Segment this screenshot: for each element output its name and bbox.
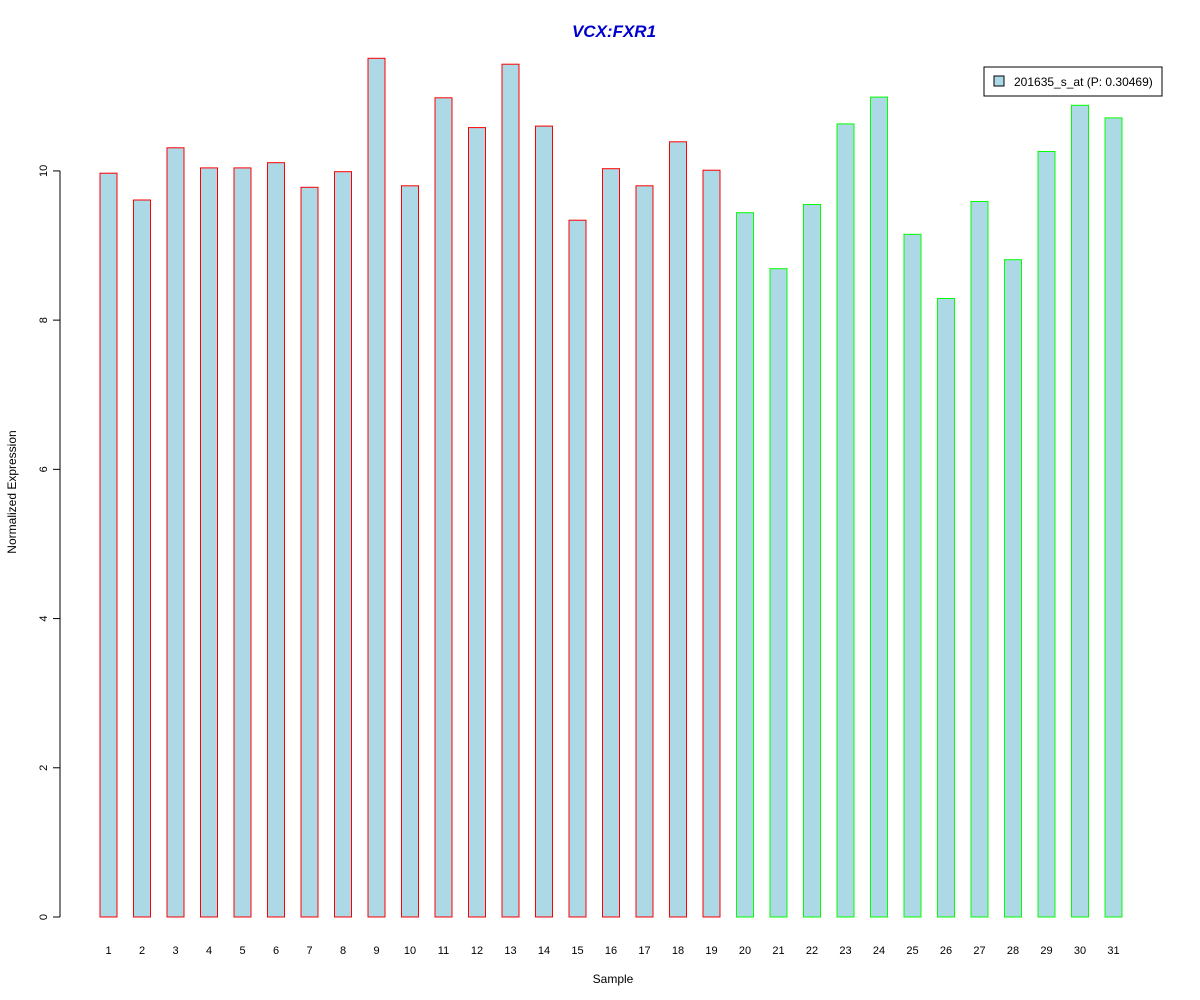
x-tick-label: 10	[404, 945, 416, 957]
x-tick-label: 27	[973, 945, 985, 957]
y-tick-label: 4	[38, 616, 50, 622]
x-tick-label: 11	[438, 945, 449, 957]
bar-sample-12	[468, 127, 486, 918]
bar-sample-11	[434, 97, 453, 918]
x-tick-label: 3	[172, 945, 178, 957]
bar-sample-14	[535, 125, 553, 918]
x-tick-label: 26	[940, 945, 952, 957]
x-tick-label: 9	[373, 945, 379, 957]
bar-sample-8	[334, 171, 352, 918]
x-tick-label: 2	[139, 945, 145, 957]
bar-sample-15	[568, 219, 587, 918]
x-tick-label: 1	[105, 945, 111, 957]
bar-sample-10	[401, 185, 419, 918]
x-tick-label: 25	[906, 945, 918, 957]
x-tick-label: 22	[806, 945, 818, 957]
bar-sample-20	[736, 212, 754, 918]
bar-sample-26	[937, 298, 955, 918]
chart-title: VCX:FXR1	[572, 22, 656, 41]
y-tick-label: 6	[38, 466, 50, 472]
x-tick-label: 7	[306, 945, 312, 957]
bar-sample-28	[1004, 259, 1022, 918]
x-tick-label: 24	[873, 945, 885, 957]
x-tick-label: 14	[538, 945, 550, 957]
y-tick-label: 8	[38, 317, 50, 323]
bar-sample-25	[903, 233, 922, 918]
y-axis-label: Normalized Expression	[5, 430, 19, 553]
x-tick-label: 29	[1040, 945, 1052, 957]
bar-sample-9	[367, 57, 386, 918]
bar-sample-13	[501, 63, 520, 918]
bar-sample-22	[803, 204, 821, 918]
y-tick-label: 2	[38, 765, 50, 771]
x-tick-label: 28	[1007, 945, 1019, 957]
x-tick-label: 20	[739, 945, 751, 957]
x-tick-label: 17	[638, 945, 650, 957]
bar-sample-19	[702, 169, 721, 918]
bar-sample-7	[300, 186, 319, 918]
y-axis: 0 2 4 6 8 10	[38, 165, 61, 920]
x-tick-label: 21	[772, 945, 784, 957]
x-tick-label: 30	[1074, 945, 1086, 957]
bar-sample-24	[870, 96, 888, 918]
x-tick-label: 13	[504, 945, 516, 957]
x-tick-label: 16	[605, 945, 617, 957]
bar-sample-16	[602, 168, 620, 918]
x-axis-label: Sample	[593, 972, 634, 986]
bar-sample-18	[669, 141, 687, 918]
y-tick-label: 10	[38, 165, 50, 177]
bar-sample-29	[1037, 151, 1056, 918]
x-tick-label: 23	[839, 945, 851, 957]
bar-sample-23	[836, 123, 855, 918]
x-tick-label: 4	[206, 945, 212, 957]
bar-sample-5	[233, 167, 252, 918]
x-tick-label: 15	[571, 945, 583, 957]
x-axis: 1 2 3 4 5 6 7 8 9 10 11 12 13 14 15 16 17 18 19 20 21 22 23 24 2…	[105, 945, 1119, 957]
x-tick-label: 8	[340, 945, 346, 957]
bar-sample-3	[166, 147, 185, 918]
bar-sample-31	[1104, 117, 1123, 918]
legend-box	[983, 66, 1163, 97]
plot-area	[99, 57, 1123, 918]
y-tick-label: 0	[38, 914, 50, 920]
x-tick-label: 18	[672, 945, 684, 957]
x-tick-label: 31	[1107, 945, 1119, 957]
bar-sample-17	[635, 185, 654, 918]
bar-sample-6	[267, 162, 285, 918]
bar-sample-21	[769, 268, 788, 918]
legend-label: 201635_s_at (P: 0.30469)	[1014, 75, 1153, 89]
x-tick-label: 5	[239, 945, 245, 957]
bar-sample-2	[133, 199, 151, 918]
bar-sample-27	[970, 201, 989, 918]
x-tick-label: 19	[705, 945, 717, 957]
bar-sample-1	[99, 172, 118, 918]
legend: 201635_s_at (P: 0.30469)	[983, 66, 1163, 97]
legend-swatch	[993, 75, 1005, 87]
x-tick-label: 6	[273, 945, 279, 957]
x-tick-label: 12	[471, 945, 483, 957]
bar-sample-30	[1071, 104, 1089, 918]
bar-sample-4	[200, 167, 218, 918]
